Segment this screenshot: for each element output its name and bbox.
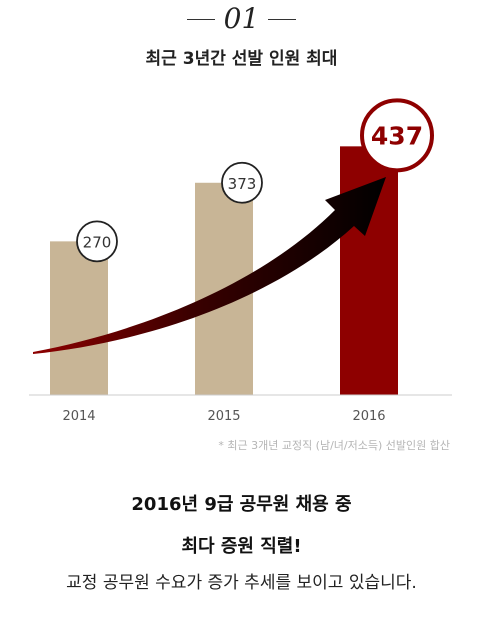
left-dash [186, 18, 215, 20]
value-label-2014: 270 [83, 233, 112, 251]
x-tick-2014: 2014 [62, 409, 95, 424]
x-tick-2016: 2016 [352, 409, 385, 424]
headline: 최근 3년간 선발 인원 최대 [145, 49, 338, 69]
bar-chart: 2014 2015 2016 270 373 437 [29, 98, 452, 424]
x-tick-2015: 2015 [207, 409, 240, 424]
growth-arrow [33, 177, 386, 354]
body-line-1: 2016년 9급 공무원 채용 중 [131, 494, 352, 515]
footnote: * 최근 3개년 교정직 (남/녀/저소득) 선발인원 합산 [218, 439, 450, 452]
value-label-2016: 437 [371, 121, 423, 150]
value-bubble-2015 [221, 161, 263, 204]
right-dash [268, 18, 297, 20]
value-bubble-2014 [76, 220, 118, 263]
value-bubble-2016 [360, 98, 434, 173]
body-line-3: 교정 공무원 수요가 증가 추세를 보이고 있습니다. [66, 573, 417, 593]
body-line-2: 최다 증원 직렬! [181, 536, 302, 557]
section-number: 01 [0, 2, 483, 36]
value-label-2015: 373 [228, 175, 257, 193]
bar-2014 [50, 241, 108, 395]
section-number-text: 01 [223, 2, 260, 35]
